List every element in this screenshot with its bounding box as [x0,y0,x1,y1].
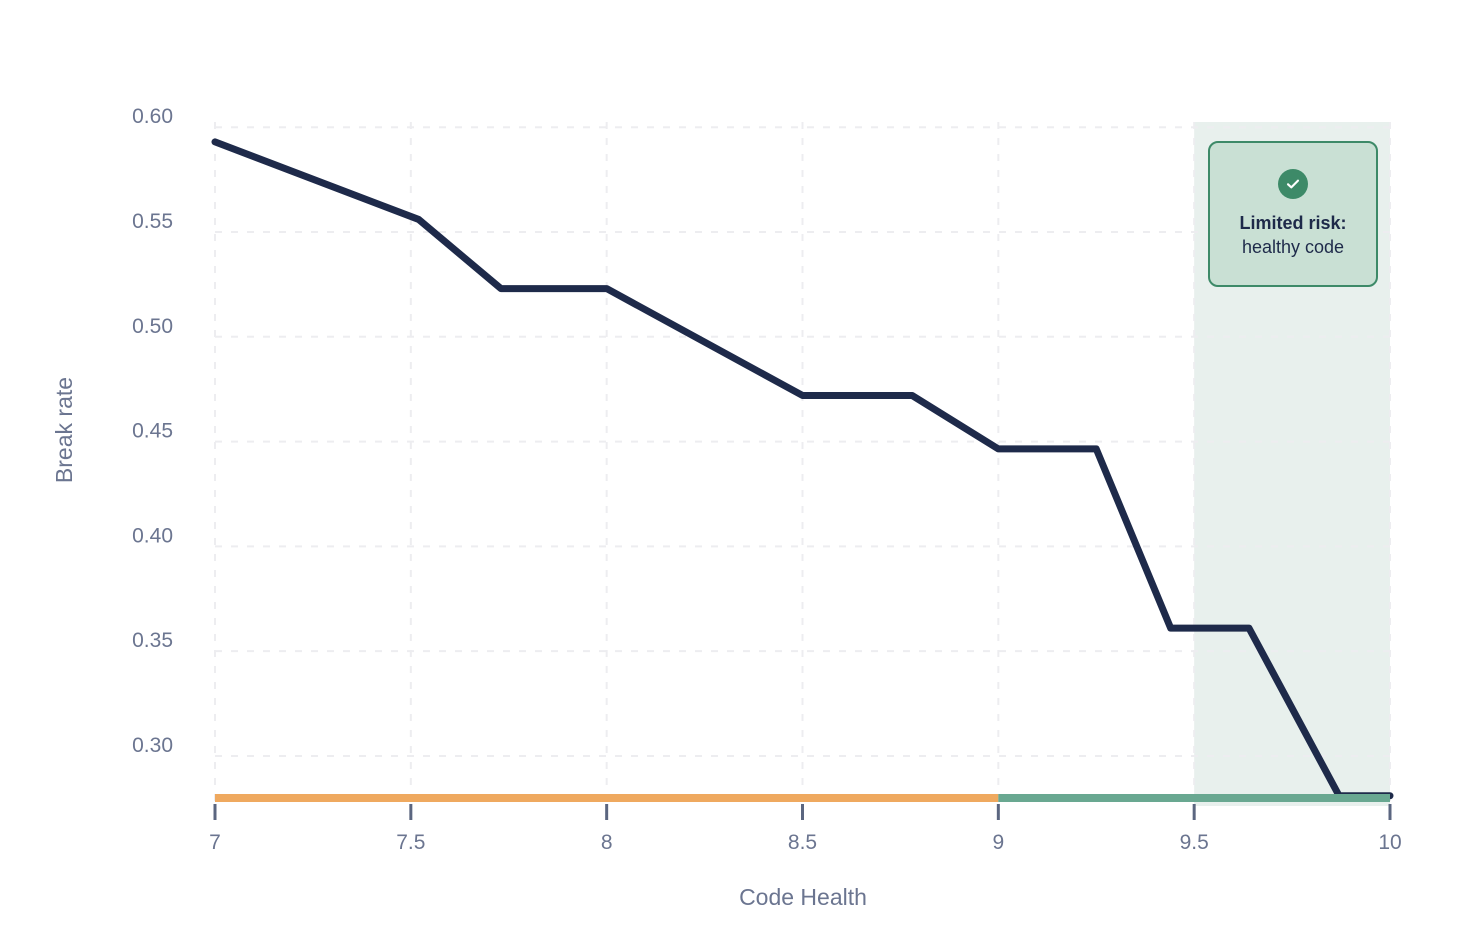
x-tick-label-1: 7.5 [396,831,425,854]
y-tick-label-4: 0.40 [132,524,173,547]
check-circle-icon [1278,168,1308,199]
limited-risk-annotation-badge: Limited risk: healthy code [1208,141,1378,287]
tick-labels-layer: 7 7.5 8 8.5 9 9.5 10 0.60 0.55 0.50 0.45 0.40 0.35 0.… [132,105,1402,854]
data-line-0 [211,138,1394,800]
data-line-layer [211,138,1394,800]
annotation-subtitle: healthy code [1241,237,1345,257]
x-tick-label-5: 9.5 [1180,831,1209,854]
tick-marks-layer [213,804,1392,820]
y-tick-label-1: 0.55 [132,210,173,233]
x-axis-title: Code Health [739,884,867,910]
y-tick-label-2: 0.50 [132,315,173,338]
y-tick-label-3: 0.45 [132,420,173,443]
gridlines-layer [214,122,1391,806]
y-tick-label-5: 0.35 [132,629,173,652]
x-tick-label-3: 8.5 [788,831,817,854]
y-axis-title: Break rate [51,377,77,483]
x-tick-label-6: 10 [1378,831,1401,854]
x-tick-label-0: 7 [209,831,221,854]
x-tick-label-2: 8 [601,831,613,854]
y-tick-label-0: 0.60 [132,105,173,128]
y-tick-label-6: 0.30 [132,734,173,757]
annotation-title: Limited risk: [1239,212,1347,233]
x-tick-label-4: 9 [992,831,1004,854]
